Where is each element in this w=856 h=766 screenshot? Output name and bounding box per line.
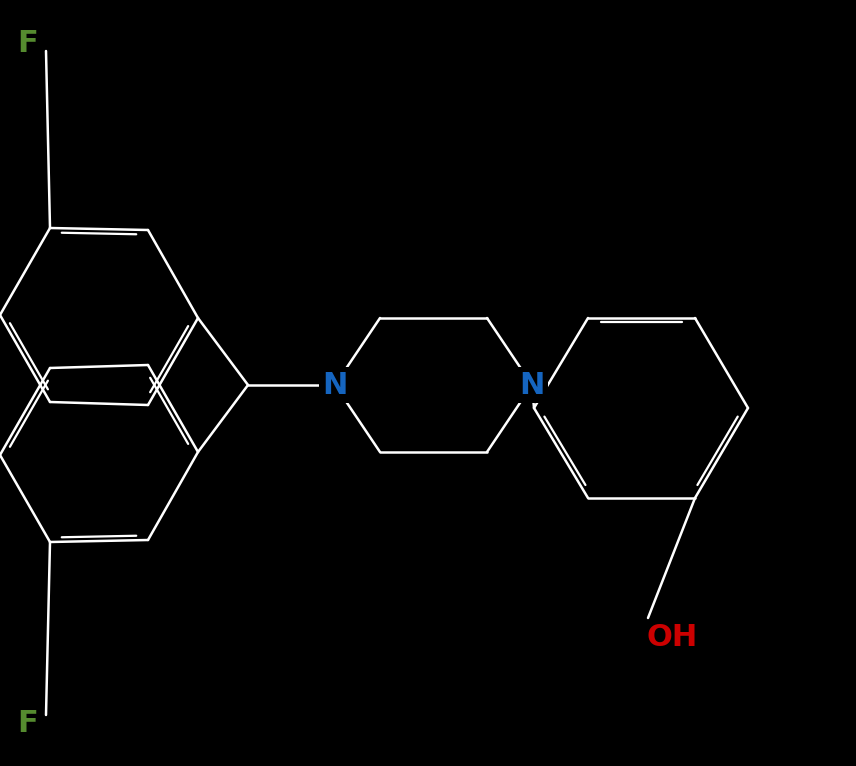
Text: N: N	[520, 371, 544, 400]
Text: F: F	[18, 709, 39, 738]
Text: F: F	[18, 28, 39, 57]
Text: N: N	[323, 371, 348, 400]
Text: OH: OH	[646, 624, 698, 653]
